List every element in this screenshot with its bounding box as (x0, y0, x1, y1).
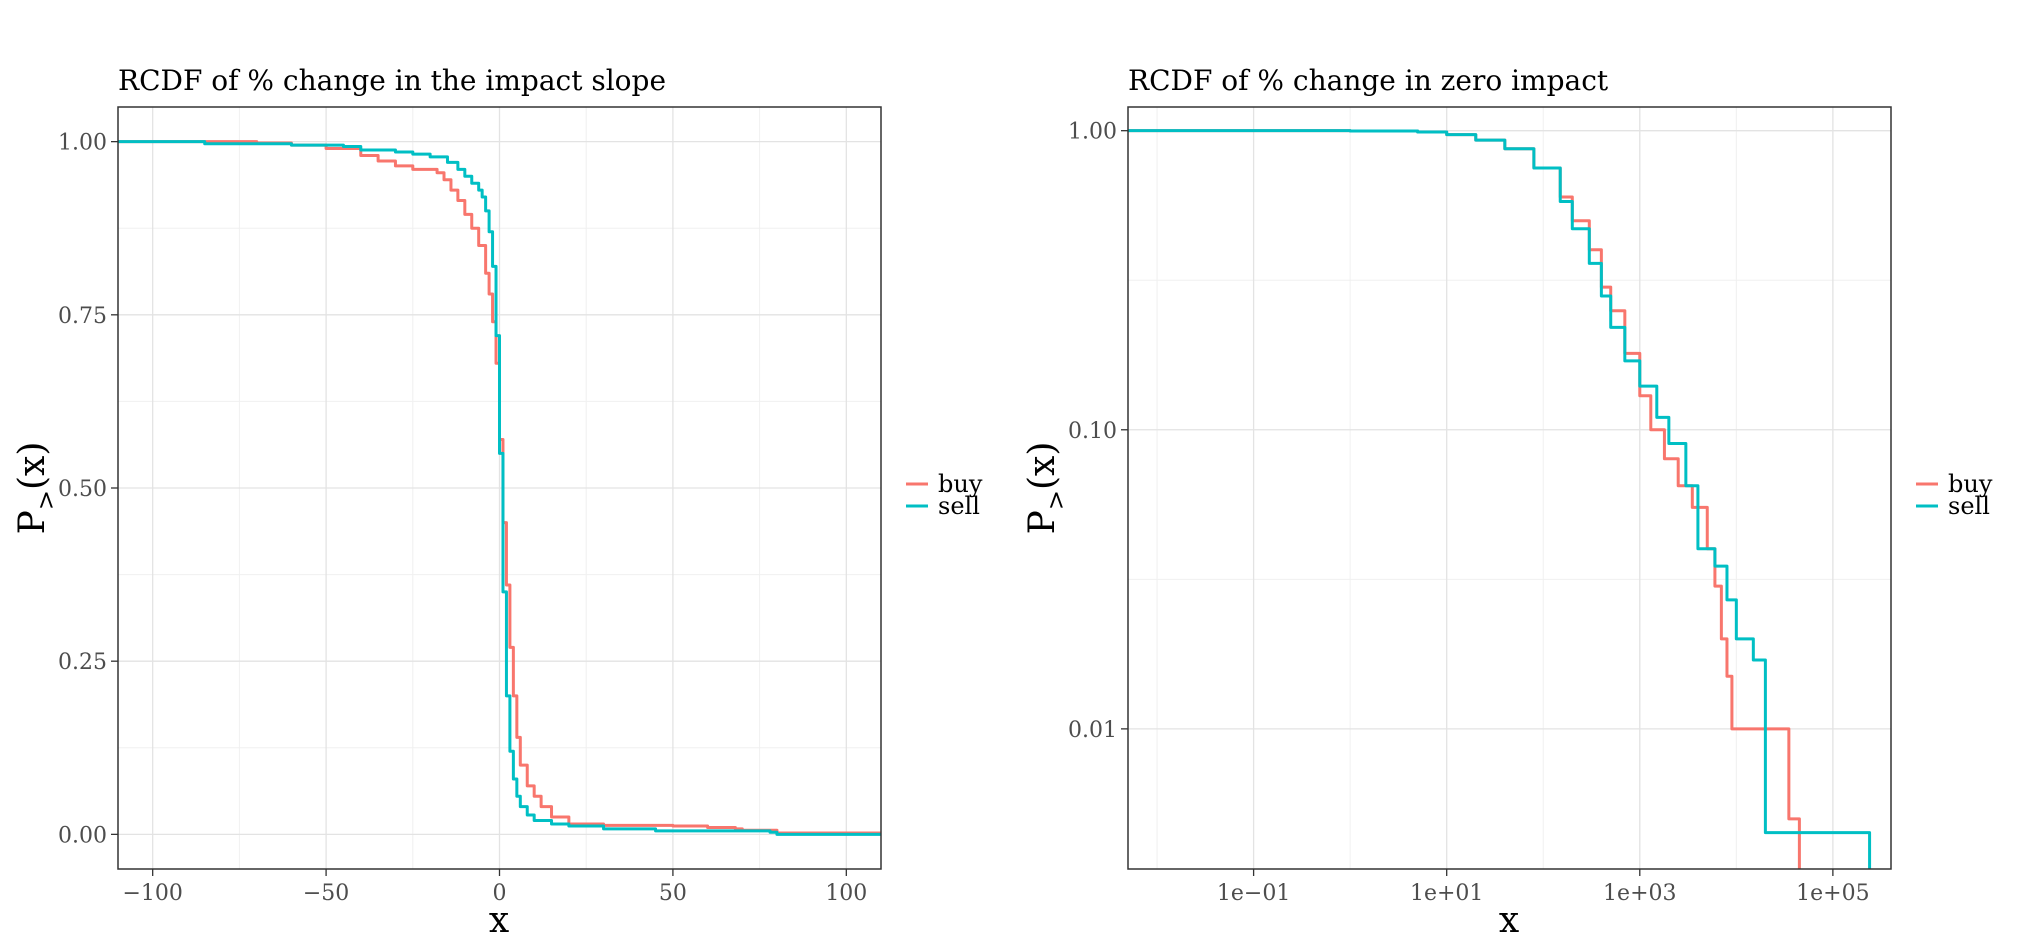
series-line-sell (1128, 129, 1872, 869)
panel-impact-slope: RCDF of % change in the impact slope −10… (12, 64, 983, 941)
y-tick-label: 0.50 (58, 477, 107, 502)
x-tick-label: 1e+05 (1796, 881, 1869, 906)
x-axis-label-zero-impact: x (1499, 900, 1519, 941)
legend-label-buy: buy (938, 470, 983, 498)
x-tick-label: 0 (493, 881, 507, 906)
legend-impact-slope: buy sell (906, 470, 983, 520)
panel-zero-impact: RCDF of % change in zero impact 1e−01 1e+… (1022, 64, 1993, 941)
legend-zero-impact: buy sell (1916, 470, 1993, 520)
x-tick-label: −100 (122, 881, 182, 906)
x-tick-label: 1e−01 (1217, 881, 1290, 906)
legend-label-buy: buy (1948, 470, 1993, 498)
y-tick-label: 1.00 (58, 131, 107, 156)
chart-title-zero-impact: RCDF of % change in zero impact (1128, 64, 1609, 97)
chart-title-impact-slope: RCDF of % change in the impact slope (118, 64, 666, 97)
x-tick-label: 100 (825, 881, 867, 906)
y-tick-label: 1.00 (1068, 120, 1117, 145)
y-tick-label: 0.00 (58, 823, 107, 848)
legend-label-sell: sell (938, 492, 980, 520)
series-line-sell (118, 140, 881, 836)
y-tick-label: 0.01 (1068, 718, 1117, 743)
x-tick-label: −50 (303, 881, 349, 906)
y-tick-label: 0.25 (58, 650, 107, 675)
x-axis-label-impact-slope: x (489, 900, 509, 941)
y-tick-label: 0.10 (1068, 419, 1117, 444)
x-tick-label: 1e+03 (1603, 881, 1676, 906)
plot-frame-zero-impact (1127, 106, 1892, 870)
y-tick-label: 0.75 (58, 304, 107, 329)
legend-label-sell: sell (1948, 492, 1990, 520)
x-tick-label: 50 (659, 881, 687, 906)
x-tick-label: 1e+01 (1410, 881, 1483, 906)
y-axis-label-impact-slope: P>(x) (12, 442, 60, 535)
y-axis-label-zero-impact: P>(x) (1022, 442, 1070, 535)
